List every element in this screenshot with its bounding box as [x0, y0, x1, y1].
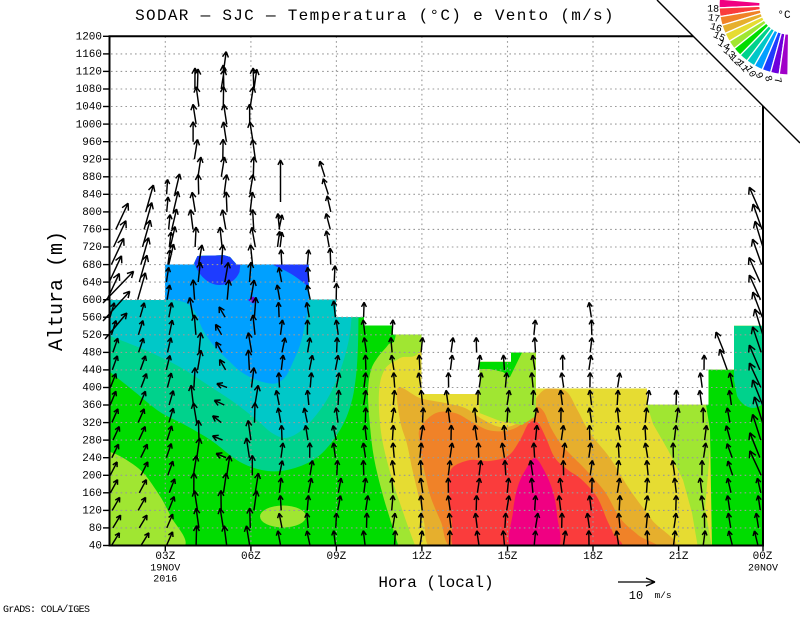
svg-text:18: 18 [707, 4, 719, 15]
svg-text:960: 960 [82, 137, 102, 149]
svg-text:920: 920 [82, 154, 102, 166]
svg-text:°C: °C [777, 10, 791, 22]
svg-text:40: 40 [89, 541, 102, 553]
svg-text:SODAR — SJC — Temperatura (°C): SODAR — SJC — Temperatura (°C) e Vento (… [135, 7, 615, 25]
svg-text:1000: 1000 [76, 119, 102, 131]
svg-text:720: 720 [82, 242, 102, 254]
svg-text:8: 8 [761, 74, 773, 83]
svg-text:06Z: 06Z [241, 551, 261, 563]
svg-text:400: 400 [82, 383, 102, 395]
svg-text:15Z: 15Z [498, 551, 518, 563]
svg-text:7: 7 [771, 77, 783, 84]
svg-text:520: 520 [82, 330, 102, 342]
svg-text:560: 560 [82, 312, 102, 324]
svg-text:GrADS: COLA/IGES: GrADS: COLA/IGES [3, 604, 90, 616]
svg-text:14: 14 [715, 38, 731, 54]
svg-text:18Z: 18Z [583, 551, 603, 563]
svg-text:280: 280 [82, 435, 102, 447]
svg-text:19NOV: 19NOV [150, 564, 180, 575]
svg-text:20NOV: 20NOV [748, 564, 778, 575]
svg-text:1080: 1080 [76, 84, 102, 96]
svg-text:760: 760 [82, 225, 102, 237]
svg-text:880: 880 [82, 172, 102, 184]
svg-text:1200: 1200 [76, 32, 102, 44]
svg-text:800: 800 [82, 207, 102, 219]
svg-text:160: 160 [82, 488, 102, 500]
svg-text:840: 840 [82, 190, 102, 202]
svg-text:80: 80 [89, 523, 102, 535]
svg-text:21Z: 21Z [669, 551, 689, 563]
svg-text:17: 17 [707, 13, 721, 26]
svg-text:10: 10 [629, 589, 643, 603]
svg-text:1120: 1120 [76, 67, 102, 79]
svg-text:360: 360 [82, 400, 102, 412]
svg-text:320: 320 [82, 418, 102, 430]
svg-text:600: 600 [82, 295, 102, 307]
svg-text:200: 200 [82, 471, 102, 483]
svg-text:10: 10 [742, 64, 758, 80]
svg-text:1160: 1160 [76, 49, 102, 61]
svg-text:m/s: m/s [654, 590, 671, 601]
svg-text:2016: 2016 [153, 575, 177, 586]
svg-text:480: 480 [82, 348, 102, 360]
svg-text:680: 680 [82, 260, 102, 272]
svg-text:9: 9 [752, 71, 764, 81]
svg-text:09Z: 09Z [326, 551, 346, 563]
svg-text:16: 16 [708, 22, 723, 36]
svg-text:640: 640 [82, 277, 102, 289]
svg-text:03Z: 03Z [155, 551, 175, 563]
svg-text:00Z: 00Z [753, 551, 773, 563]
svg-text:240: 240 [82, 453, 102, 465]
svg-text:440: 440 [82, 365, 102, 377]
svg-text:1040: 1040 [76, 102, 102, 114]
svg-text:120: 120 [82, 506, 102, 518]
svg-text:15: 15 [711, 30, 726, 45]
svg-text:Hora (local): Hora (local) [378, 574, 493, 592]
svg-text:Altura (m): Altura (m) [46, 231, 69, 351]
svg-text:12Z: 12Z [412, 551, 432, 563]
